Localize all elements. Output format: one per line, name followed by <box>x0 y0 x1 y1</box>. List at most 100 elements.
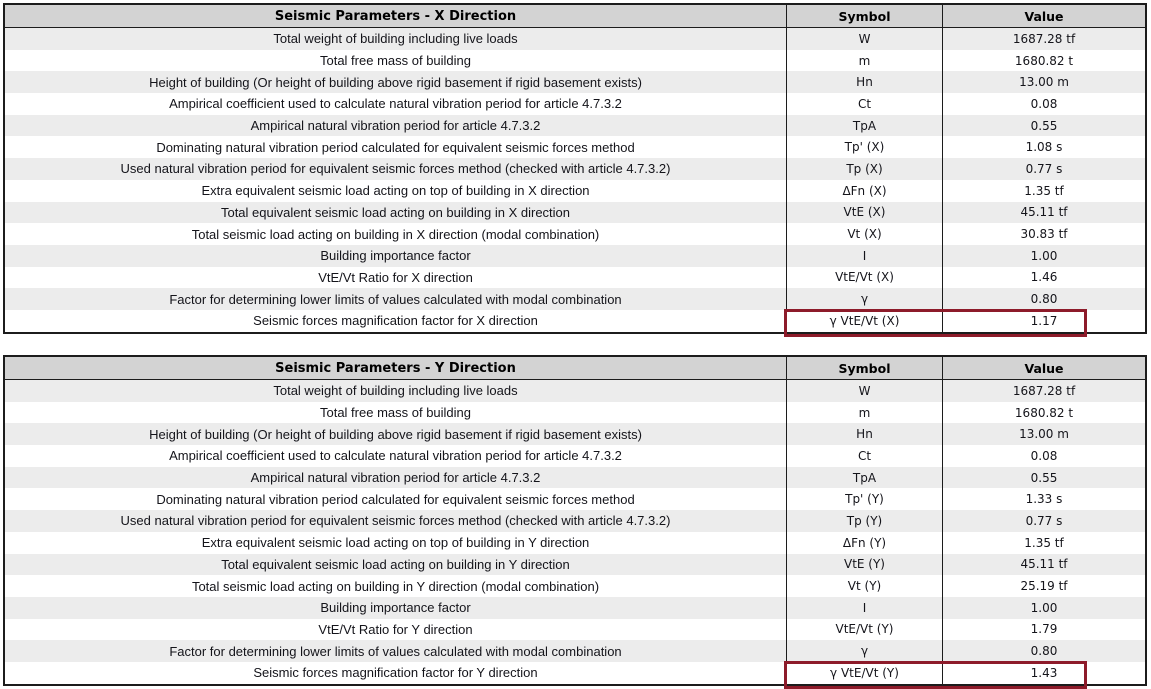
table-row: Height of building (Or height of buildin… <box>5 423 1145 446</box>
parameter-description: Used natural vibration period for equiva… <box>120 161 671 177</box>
column-header-value: Value <box>942 5 1145 27</box>
table-row: Ampirical coefficient used to calculate … <box>5 445 1145 467</box>
parameter-description: Dominating natural vibration period calc… <box>156 491 635 507</box>
table-title: Seismic Parameters - Y Direction <box>275 360 516 376</box>
parameter-symbol: TpA <box>786 466 942 489</box>
table-row: VtE/Vt Ratio for X direction VtE/Vt (X) 1.… <box>5 266 1145 289</box>
parameter-description: Total free mass of building <box>319 53 472 69</box>
parameter-symbol: γ <box>786 288 942 310</box>
parameter-value: 45.11 tf <box>942 201 1145 224</box>
parameter-value: 1687.28 tf <box>942 380 1145 402</box>
table-row: Total free mass of building m 1680.82 t <box>5 401 1145 424</box>
parameter-value: 1.79 <box>942 618 1145 641</box>
parameter-description: Ampirical natural vibration period for a… <box>250 118 541 134</box>
table-row: Total equivalent seismic load acting on … <box>5 201 1145 224</box>
table-row: Total equivalent seismic load acting on … <box>5 553 1145 576</box>
table-row: Total free mass of building m 1680.82 t <box>5 49 1145 72</box>
parameter-description: Factor for determining lower limits of v… <box>169 291 622 307</box>
parameter-value: 0.77 s <box>942 510 1145 532</box>
parameter-description: Factor for determining lower limits of v… <box>169 643 622 659</box>
parameter-description: Ampirical natural vibration period for a… <box>250 470 541 486</box>
parameter-symbol: ΔFn (X) <box>786 179 942 202</box>
parameter-value: 0.08 <box>942 93 1145 115</box>
parameter-symbol: I <box>786 244 942 267</box>
parameter-symbol: W <box>786 28 942 50</box>
parameter-description: Height of building (Or height of buildin… <box>149 74 642 90</box>
table-row: Ampirical natural vibration period for a… <box>5 114 1145 137</box>
parameter-description: Dominating natural vibration period calc… <box>156 139 635 155</box>
table-row: VtE/Vt Ratio for Y direction VtE/Vt (Y) 1.… <box>5 618 1145 641</box>
parameter-symbol: γ <box>786 640 942 662</box>
table-row-highlighted: Seismic forces magnification factor for … <box>5 661 1145 684</box>
column-header-symbol: Symbol <box>786 357 942 379</box>
parameter-description: Total free mass of building <box>319 405 472 421</box>
table-row: Extra equivalent seismic load acting on … <box>5 531 1145 554</box>
parameter-value: 0.80 <box>942 288 1145 310</box>
table-row: Extra equivalent seismic load acting on … <box>5 179 1145 202</box>
parameter-description: Total seismic load acting on building in… <box>191 578 600 594</box>
parameter-value: 0.55 <box>942 114 1145 137</box>
table-row: Ampirical coefficient used to calculate … <box>5 93 1145 115</box>
parameter-description: Extra equivalent seismic load acting on … <box>201 183 590 199</box>
table-row: Dominating natural vibration period calc… <box>5 136 1145 159</box>
parameter-description: Total equivalent seismic load acting on … <box>221 556 570 572</box>
parameter-symbol: Vt (Y) <box>786 575 942 597</box>
parameter-description: Total seismic load acting on building in… <box>191 226 600 242</box>
parameter-value: 1.33 s <box>942 488 1145 511</box>
parameter-description: VtE/Vt Ratio for X direction <box>318 269 473 285</box>
parameter-value: 0.77 s <box>942 158 1145 180</box>
seismic-table-x-direction: Seismic Parameters - X Direction Symbol … <box>3 3 1147 337</box>
table-row: Building importance factor I 1.00 <box>5 244 1145 267</box>
parameter-value: 1.35 tf <box>942 179 1145 202</box>
parameter-value: 1680.82 t <box>942 401 1145 424</box>
parameter-value: 1680.82 t <box>942 49 1145 72</box>
table-row: Total weight of building including live … <box>5 380 1145 402</box>
table-row: Factor for determining lower limits of v… <box>5 288 1145 310</box>
seismic-table-y-direction: Seismic Parameters - Y Direction Symbol … <box>3 355 1147 689</box>
parameter-value: 45.11 tf <box>942 553 1145 576</box>
parameter-symbol: VtE/Vt (Y) <box>786 618 942 641</box>
table-row-highlighted: Seismic forces magnification factor for … <box>5 309 1145 332</box>
parameter-symbol: I <box>786 596 942 619</box>
parameter-symbol: Hn <box>786 71 942 94</box>
parameter-value: 1687.28 tf <box>942 28 1145 50</box>
parameter-description: Total equivalent seismic load acting on … <box>220 204 571 220</box>
table-row: Total weight of building including live … <box>5 28 1145 50</box>
parameter-description: Ampirical coefficient used to calculate … <box>169 96 622 112</box>
parameter-symbol: Ct <box>786 445 942 467</box>
column-header-value: Value <box>942 357 1145 379</box>
table-row: Total seismic load acting on building in… <box>5 575 1145 597</box>
table-row: Ampirical natural vibration period for a… <box>5 466 1145 489</box>
parameter-value: 25.19 tf <box>942 575 1145 597</box>
parameter-description: Total weight of building including live … <box>273 31 518 47</box>
table-row: Total seismic load acting on building in… <box>5 223 1145 245</box>
parameter-symbol: VtE (Y) <box>786 553 942 576</box>
parameter-symbol: Hn <box>786 423 942 446</box>
parameter-symbol: ΔFn (Y) <box>786 531 942 554</box>
parameter-description: Extra equivalent seismic load acting on … <box>201 535 590 551</box>
parameter-value: 1.43 <box>942 661 1145 684</box>
parameter-description: VtE/Vt Ratio for Y direction <box>318 621 473 637</box>
parameter-value: 1.00 <box>942 596 1145 619</box>
parameter-symbol: Ct <box>786 93 942 115</box>
parameter-symbol: m <box>786 49 942 72</box>
parameter-symbol: W <box>786 380 942 402</box>
table-row: Height of building (Or height of buildin… <box>5 71 1145 94</box>
parameter-value: 1.08 s <box>942 136 1145 159</box>
table-header-row: Seismic Parameters - Y Direction Symbol … <box>5 357 1145 380</box>
table-row: Dominating natural vibration period calc… <box>5 488 1145 511</box>
parameter-value: 1.00 <box>942 244 1145 267</box>
parameter-symbol: Tp (X) <box>786 158 942 180</box>
table-body: Total weight of building including live … <box>5 380 1145 684</box>
table-row: Factor for determining lower limits of v… <box>5 640 1145 662</box>
parameter-symbol: γ VtE/Vt (Y) <box>786 661 942 684</box>
parameter-symbol: m <box>786 401 942 424</box>
parameter-description: Used natural vibration period for equiva… <box>120 513 671 529</box>
parameter-value: 1.17 <box>942 309 1145 332</box>
table-row: Building importance factor I 1.00 <box>5 596 1145 619</box>
table-row: Used natural vibration period for equiva… <box>5 158 1145 180</box>
parameter-symbol: TpA <box>786 114 942 137</box>
table-title: Seismic Parameters - X Direction <box>274 8 517 24</box>
parameter-value: 1.35 tf <box>942 531 1145 554</box>
